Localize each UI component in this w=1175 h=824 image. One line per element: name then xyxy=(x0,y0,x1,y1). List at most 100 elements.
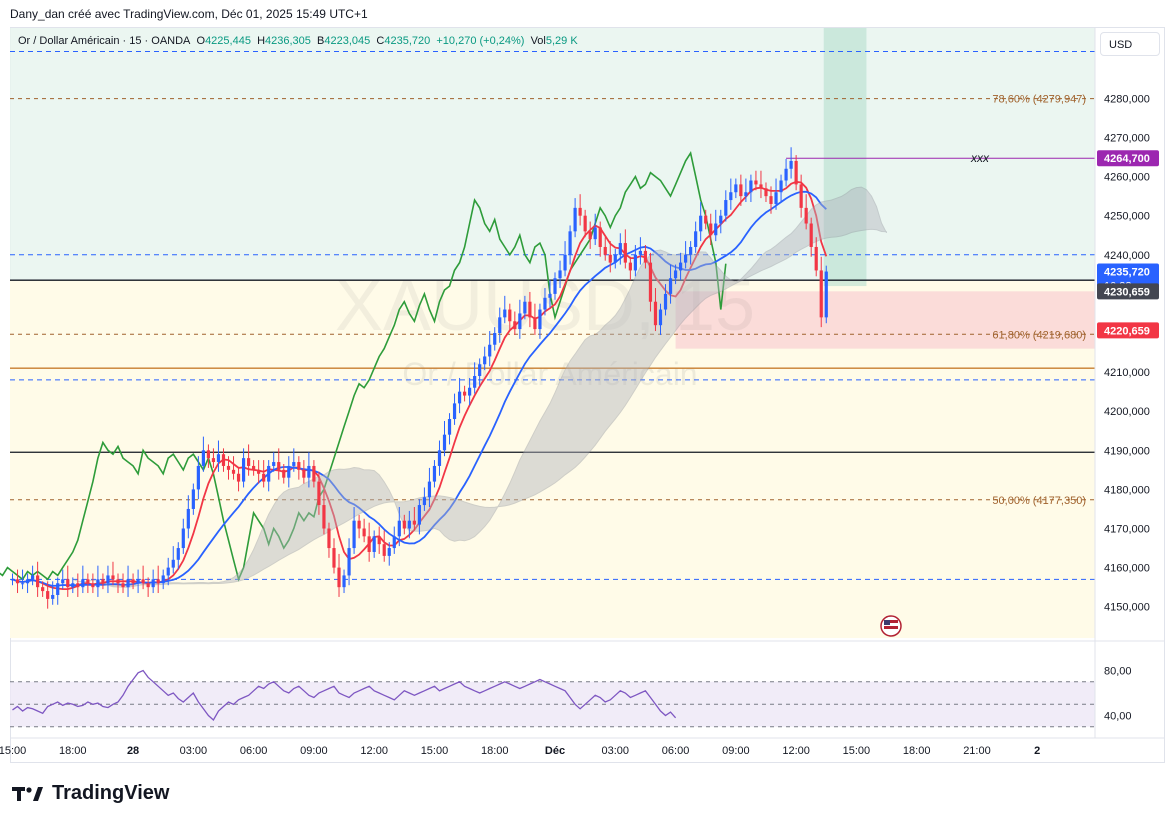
candle-body xyxy=(136,579,140,584)
candle-body xyxy=(402,520,406,529)
fib-level-label: 50,00% (4177,350) xyxy=(992,495,1086,507)
candle-body xyxy=(754,180,758,185)
candle-body xyxy=(61,579,65,584)
candle-body xyxy=(447,419,452,435)
watermark-name: Or / Dollar Américain xyxy=(402,356,697,392)
rsi-line xyxy=(12,669,677,722)
candle-body xyxy=(15,579,20,584)
candle-body xyxy=(342,575,346,588)
time-tick-label: 03:00 xyxy=(180,745,208,757)
candle-body xyxy=(789,160,793,169)
candle-body xyxy=(739,184,743,197)
candle-body xyxy=(367,536,371,552)
price-tick-label: 4240,000 xyxy=(1104,250,1150,262)
time-tick-label: 28 xyxy=(127,745,139,757)
currency-selector[interactable]: USD xyxy=(1100,32,1160,56)
time-tick-label: 06:00 xyxy=(662,745,690,757)
candle-body xyxy=(478,364,482,377)
legend-high-label: H xyxy=(257,35,266,47)
price-badge xyxy=(1097,283,1159,300)
candle-body xyxy=(156,579,160,584)
candle-body xyxy=(794,160,798,185)
candle-body xyxy=(116,579,120,584)
candle-body xyxy=(714,223,718,236)
candle-body xyxy=(518,313,522,330)
price-tick-label: 4270,000 xyxy=(1104,132,1150,144)
price-badge xyxy=(1097,150,1159,167)
candle-body xyxy=(86,579,90,584)
candle-body xyxy=(201,450,205,466)
time-tick-label: 21:00 xyxy=(963,745,991,757)
legend-low-label: B xyxy=(317,35,325,47)
candle-body xyxy=(457,391,462,404)
candle-body xyxy=(96,579,100,588)
candle-body xyxy=(352,520,356,549)
candle-body xyxy=(51,594,55,599)
candle-body xyxy=(166,567,170,576)
candle-body xyxy=(613,254,617,263)
time-tick-label: 18:00 xyxy=(59,745,87,757)
candle-body xyxy=(10,579,15,581)
price-tick-label: 4150,000 xyxy=(1104,602,1150,614)
time-tick-label: 12:00 xyxy=(360,745,388,757)
candle-body xyxy=(432,465,437,482)
time-tick-label: 03:00 xyxy=(602,745,630,757)
candle-body xyxy=(106,575,110,584)
candle-body xyxy=(633,254,637,271)
candle-body xyxy=(20,583,25,585)
flag-stripe xyxy=(884,620,898,623)
candle-body xyxy=(302,469,306,478)
legend-close-label: C xyxy=(376,35,385,47)
candle-body xyxy=(121,583,125,588)
candle-body xyxy=(332,548,336,568)
candle-body xyxy=(689,246,693,255)
candle-body xyxy=(81,579,85,588)
candle-body xyxy=(246,458,251,466)
legend-low: 4223,045 xyxy=(324,35,371,47)
price-tick-label: 4180,000 xyxy=(1104,484,1150,496)
price-badge-label: 4220,659 xyxy=(1104,325,1150,337)
candle-body xyxy=(558,270,562,279)
candle-body xyxy=(668,278,673,294)
candle-body xyxy=(628,262,632,271)
rsi-tick-label: 80,00 xyxy=(1104,666,1132,678)
candle-body xyxy=(31,575,35,580)
annotation-label: xxx xyxy=(970,151,990,165)
candle-body xyxy=(377,536,381,545)
candle-body xyxy=(699,215,703,232)
legend-high: 4236,305 xyxy=(265,35,311,47)
candle-body xyxy=(141,579,145,584)
stop-loss-box xyxy=(675,291,1095,349)
candle-body xyxy=(151,579,155,588)
flag-stripe xyxy=(884,626,898,629)
candle-body xyxy=(764,188,768,197)
candle-body xyxy=(784,168,788,181)
candle-body xyxy=(658,309,663,326)
candle-body xyxy=(673,270,678,279)
candle-body xyxy=(101,579,105,584)
candle-body xyxy=(347,548,351,576)
candle-body xyxy=(729,192,733,201)
candle-body xyxy=(126,579,130,588)
time-tick-label: 18:00 xyxy=(903,745,931,757)
candle-body xyxy=(578,207,582,216)
candle-body xyxy=(186,508,190,529)
price-tick-label: 4190,000 xyxy=(1104,445,1150,457)
candle-body xyxy=(111,575,115,580)
candle-body xyxy=(71,583,75,588)
candle-body xyxy=(684,254,688,263)
candle-body xyxy=(694,231,698,247)
candle-body xyxy=(588,231,592,240)
candle-body xyxy=(282,469,286,478)
candle-body xyxy=(528,301,532,318)
candle-body xyxy=(653,301,658,326)
candle-body xyxy=(327,528,331,549)
candle-body xyxy=(819,270,823,318)
candle-body xyxy=(814,246,818,271)
candle-body xyxy=(362,528,366,537)
candle-body xyxy=(709,223,713,236)
time-tick-label: 15:00 xyxy=(843,745,871,757)
candle-body xyxy=(483,356,487,365)
candle-body xyxy=(262,473,266,482)
